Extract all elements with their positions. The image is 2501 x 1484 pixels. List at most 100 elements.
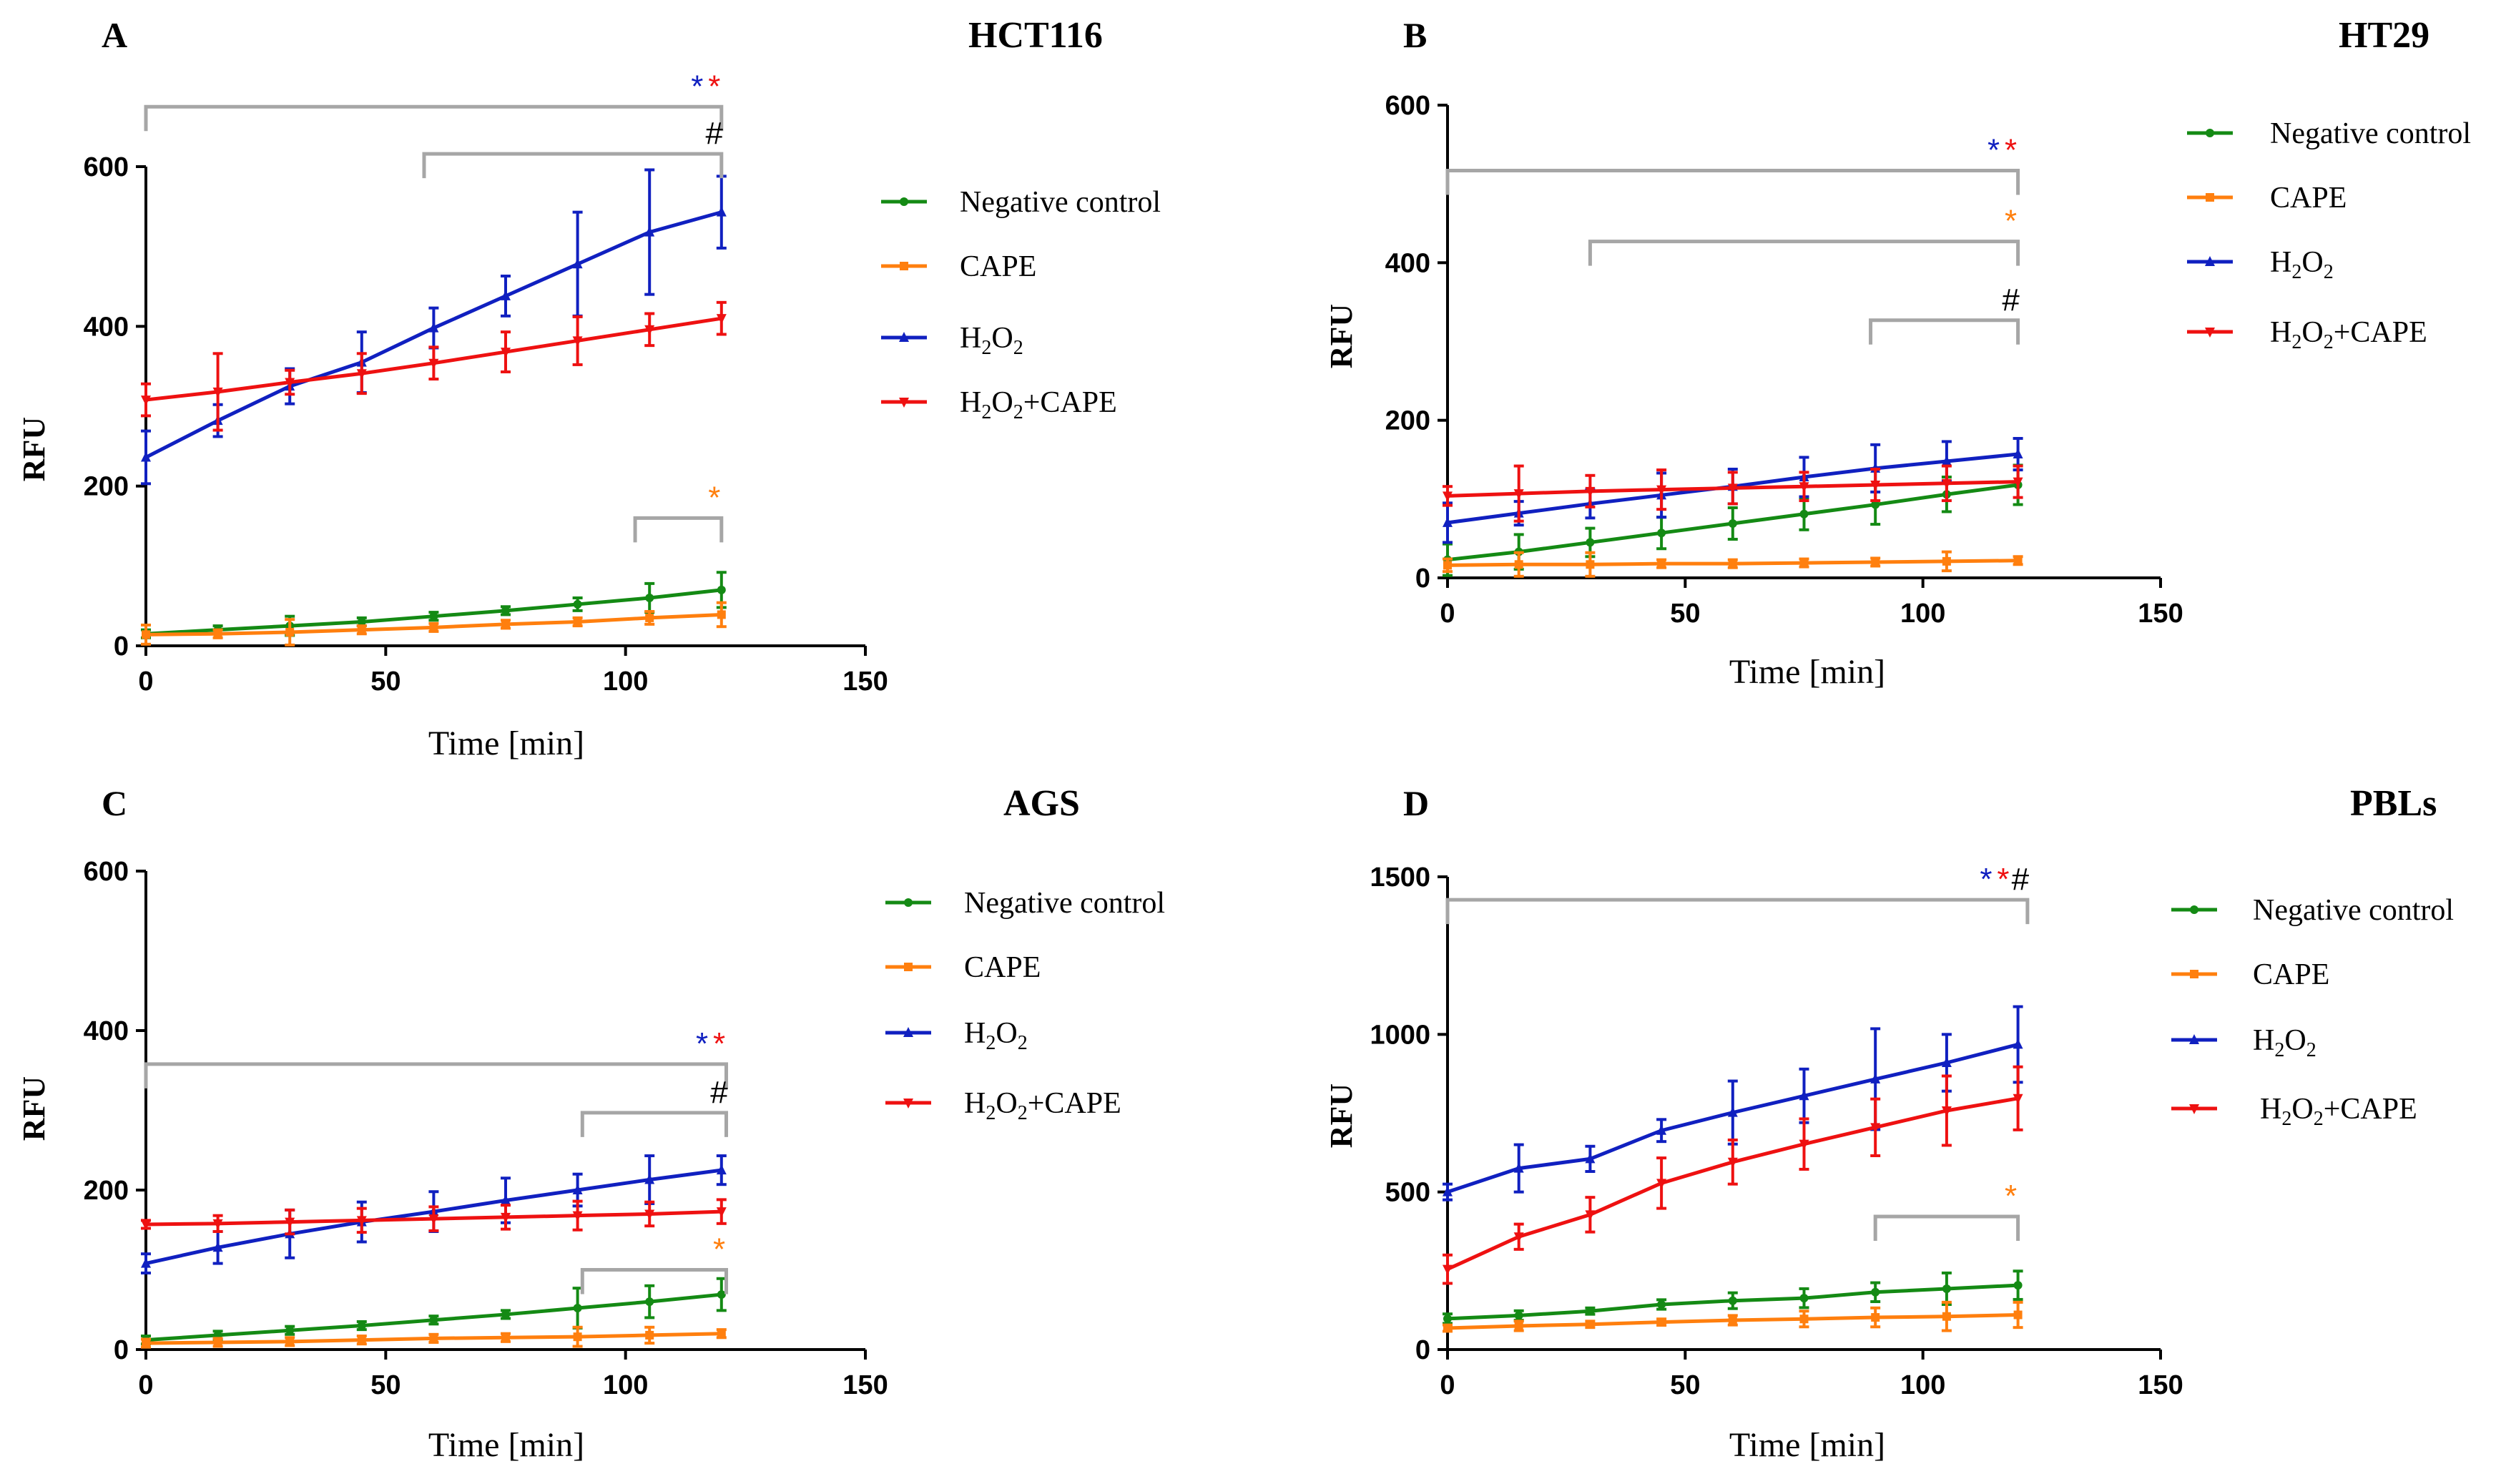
bracket-line <box>1588 240 2020 266</box>
x-tick-label: 150 <box>842 1370 888 1400</box>
legend-item-cape: CAPE <box>2187 182 2347 215</box>
data-point <box>501 1333 510 1342</box>
significance-bracket: * * <box>144 1026 729 1089</box>
x-tick-label: 0 <box>1440 1370 1455 1400</box>
significance-mark: # <box>2012 862 2030 897</box>
data-point <box>501 1194 511 1205</box>
data-point <box>645 594 654 602</box>
bracket-line <box>1445 898 2030 925</box>
legend-item-h2o2-cape: H2O2+CAPE <box>881 386 1117 423</box>
data-point <box>428 358 439 369</box>
legend-marker <box>903 1099 913 1109</box>
data-point <box>644 1209 655 1220</box>
series-cape <box>1443 1300 2023 1333</box>
legend-label: H2O2+CAPE <box>960 386 1117 423</box>
legend-label: H2O2+CAPE <box>2270 316 2427 353</box>
data-point <box>1513 1232 1524 1243</box>
data-point <box>573 1332 582 1342</box>
legend-marker <box>2205 256 2215 266</box>
data-point <box>1443 491 1453 502</box>
panel-c-legend: Negative control CAPE H2O2 H2O2+CAPE <box>885 887 1165 1124</box>
data-point <box>1799 559 1809 568</box>
significance-mark: * <box>708 480 720 515</box>
bracket-line <box>1445 168 2020 195</box>
data-point <box>1513 1162 1524 1173</box>
data-point <box>429 1334 438 1343</box>
panel-d-x-label: Time [min] <box>1729 1426 1885 1464</box>
data-point <box>1514 1311 1523 1320</box>
data-point <box>573 599 582 609</box>
legend-item-h2o2-cape: H2O2+CAPE <box>2187 316 2427 353</box>
y-tick-label: 0 <box>1415 1335 1430 1365</box>
legend-item-cape: CAPE <box>881 250 1036 283</box>
data-point <box>356 1216 367 1227</box>
data-point <box>716 1164 727 1175</box>
legend-marker <box>899 398 909 408</box>
data-point <box>1871 1313 1880 1322</box>
significance-bracket: * * <box>1445 132 2020 195</box>
significance-bracket: # <box>580 1075 728 1137</box>
data-point <box>428 322 439 333</box>
panel-a-title: HCT116 <box>968 15 1103 56</box>
data-point <box>1941 1106 1952 1116</box>
data-point <box>644 325 655 335</box>
data-point <box>717 610 726 619</box>
data-point <box>142 1339 150 1348</box>
data-point <box>1941 455 1952 466</box>
data-point <box>357 625 366 634</box>
data-point <box>716 314 727 325</box>
data-point <box>1727 483 1738 494</box>
legend-marker <box>900 262 908 270</box>
data-point <box>2013 448 2023 459</box>
x-tick-label: 100 <box>1900 599 1945 629</box>
data-point <box>213 629 222 639</box>
data-point <box>2013 477 2023 488</box>
significance-mark: * <box>691 69 703 104</box>
data-point <box>1728 1316 1737 1325</box>
data-point <box>429 611 438 621</box>
legend-label: CAPE <box>2270 182 2347 215</box>
data-point <box>212 1242 223 1252</box>
data-point <box>572 1184 583 1194</box>
x-tick-label: 150 <box>842 667 888 697</box>
data-point <box>429 1315 438 1325</box>
data-point <box>1657 529 1666 538</box>
legend-marker <box>2205 328 2215 338</box>
data-point <box>357 1335 366 1345</box>
y-tick-label: 600 <box>1385 91 1430 121</box>
data-point <box>1942 556 1951 566</box>
panel-a-x-label: Time [min] <box>428 724 584 762</box>
data-point <box>644 1174 655 1184</box>
panel-a-letter: A <box>102 15 127 55</box>
legend-marker <box>900 197 908 206</box>
y-tick-label: 200 <box>84 472 129 502</box>
legend-label: H2O2 <box>2270 246 2334 283</box>
x-tick-label: 50 <box>370 1370 401 1400</box>
data-point <box>1799 482 1809 493</box>
x-tick-label: 50 <box>370 667 401 697</box>
data-point <box>1799 1139 1809 1150</box>
data-point <box>1443 1324 1452 1333</box>
data-point <box>1942 1312 1951 1321</box>
legend-marker <box>2190 905 2198 914</box>
data-point <box>213 1337 222 1347</box>
significance-mark: * <box>696 1026 708 1061</box>
data-point <box>1942 1284 1951 1293</box>
data-point <box>1443 1264 1453 1275</box>
data-point <box>1728 519 1737 528</box>
legend-label: H2O2+CAPE <box>964 1087 1121 1124</box>
data-point <box>1585 486 1596 497</box>
data-point <box>2013 1310 2023 1320</box>
data-point <box>2013 556 2023 565</box>
panel-a-legend: Negative control CAPE H2O2 H2O2+CAPE <box>881 186 1161 423</box>
data-point <box>356 369 367 380</box>
significance-mark: # <box>2002 282 2020 318</box>
legend-label: CAPE <box>960 250 1036 283</box>
y-tick-label: 0 <box>114 632 129 662</box>
data-point <box>645 613 654 622</box>
data-point <box>644 226 655 237</box>
